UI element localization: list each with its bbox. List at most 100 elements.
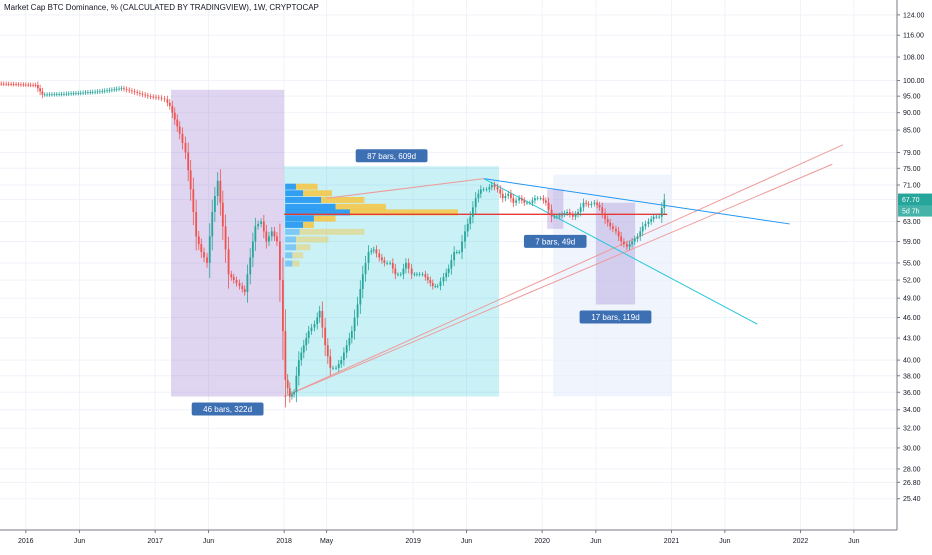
- candle: [36, 81, 39, 92]
- candle-body: [146, 95, 149, 97]
- candle: [55, 92, 58, 97]
- candle-body: [260, 221, 262, 224]
- candle: [606, 215, 609, 227]
- vp-down-6: [303, 221, 314, 228]
- vp-up-7: [285, 228, 300, 235]
- vp-up-6: [285, 221, 304, 228]
- candle: [431, 279, 434, 290]
- vp-up-0: [285, 183, 296, 190]
- candle-body: [509, 193, 512, 199]
- candle: [663, 193, 666, 215]
- candle-body: [75, 93, 77, 94]
- candle-body: [39, 88, 42, 92]
- candle-body: [461, 241, 463, 253]
- candle-body: [276, 236, 278, 242]
- candle-body: [429, 280, 432, 284]
- candle-body: [43, 94, 46, 96]
- candle-body: [442, 277, 445, 282]
- candle-body: [350, 331, 353, 339]
- vp-down-4: [349, 209, 458, 216]
- candle-body: [523, 200, 526, 203]
- candle: [166, 95, 169, 107]
- candle-body: [208, 236, 211, 263]
- range-label-text: 87 bars, 609d: [367, 152, 416, 161]
- candle-body: [149, 96, 152, 97]
- candle-body: [410, 268, 413, 275]
- candle-body: [171, 105, 174, 113]
- candle-body: [652, 216, 655, 220]
- candle: [615, 225, 617, 235]
- candle: [125, 86, 128, 93]
- candle: [257, 220, 259, 230]
- candle: [625, 240, 628, 251]
- candle: [612, 223, 614, 233]
- candle-body: [507, 193, 510, 196]
- vp-up-5: [285, 215, 314, 222]
- candle: [75, 90, 77, 96]
- candle: [12, 81, 15, 87]
- candle: [98, 89, 101, 94]
- trendline-0: [283, 144, 844, 397]
- last-price-label: 67.70: [902, 197, 920, 204]
- candle: [282, 257, 284, 360]
- range-box-1: [171, 89, 285, 397]
- candle-body: [72, 93, 75, 95]
- candle: [329, 349, 332, 376]
- candle: [241, 282, 244, 293]
- candle: [63, 91, 65, 97]
- candle: [652, 213, 655, 223]
- candle: [273, 226, 276, 241]
- candle: [72, 91, 75, 96]
- candle-body: [17, 84, 20, 86]
- candle-body: [512, 198, 515, 203]
- candle-body: [606, 219, 609, 223]
- candle-body: [332, 367, 334, 369]
- candle-body: [566, 211, 568, 214]
- candle-body: [84, 92, 87, 94]
- candle: [262, 215, 265, 239]
- y-tick-label-9: 71.00: [903, 183, 921, 190]
- candle: [461, 234, 463, 260]
- candle-body: [534, 198, 536, 201]
- candle-body: [55, 94, 58, 96]
- candle-body: [370, 250, 373, 253]
- candle: [120, 85, 123, 91]
- candle-body: [243, 288, 246, 293]
- candle-body: [658, 216, 661, 218]
- candle-body: [528, 202, 531, 204]
- candle: [520, 195, 523, 204]
- candle-body: [450, 260, 453, 269]
- candle: [523, 197, 526, 206]
- candle: [585, 200, 588, 207]
- candle-body: [555, 216, 558, 218]
- y-tick-label-24: 28.00: [903, 466, 921, 473]
- y-tick-label-13: 55.00: [903, 260, 921, 267]
- candle: [436, 283, 439, 289]
- candle-body: [477, 193, 480, 199]
- candle-body: [445, 272, 448, 278]
- candle-body: [22, 84, 25, 86]
- candle-body: [115, 88, 118, 90]
- candle-body: [36, 85, 39, 89]
- candle-body: [389, 262, 391, 264]
- candle-body: [60, 93, 63, 95]
- candle-body: [160, 97, 163, 99]
- candle: [168, 99, 171, 110]
- candle: [561, 211, 563, 219]
- candle-body: [113, 89, 116, 91]
- candle-body: [407, 262, 410, 269]
- candle: [187, 142, 190, 182]
- candle-body: [631, 241, 634, 245]
- candle-body: [394, 268, 397, 275]
- candle: [617, 226, 620, 241]
- candle: [439, 277, 442, 291]
- candle-body: [620, 236, 623, 242]
- candle: [227, 236, 230, 289]
- candle: [453, 246, 456, 267]
- countdown-label: 5d 7h: [902, 209, 920, 216]
- candle: [286, 374, 289, 395]
- candle-body: [644, 223, 647, 227]
- vp-up-2: [285, 196, 322, 203]
